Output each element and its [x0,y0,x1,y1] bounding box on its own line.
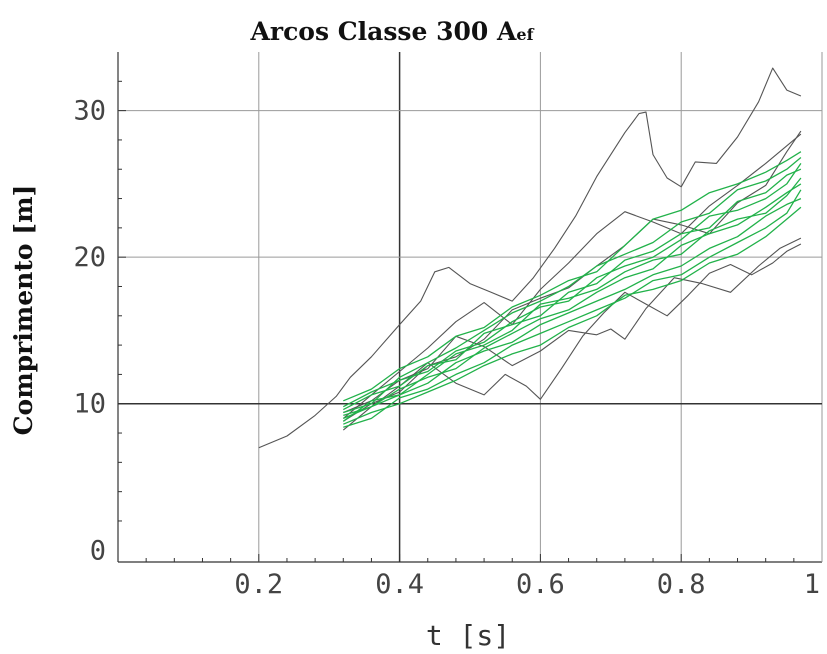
series-line-1 [258,67,802,449]
chart-title-text: Arcos Classe 300 A [250,17,517,46]
x-tick-label: 0.8 [657,569,706,600]
series-line-14 [343,156,802,414]
x-tick-label: 0.4 [375,569,424,600]
x-tick-label: 0.2 [234,569,283,600]
x-tick-label: 1 [804,569,820,600]
series-line-4 [343,237,802,414]
series-line-12 [342,163,802,408]
y-tick-label: 10 [73,389,106,420]
x-tick-label: 0.6 [516,569,565,600]
series-line-10 [343,183,802,417]
y-tick-label: 20 [73,242,106,273]
series-group [258,67,802,449]
y-axis-label: Comprimento [m] [9,185,38,436]
chart-title-subscript: ef [516,25,534,44]
chart-title: Arcos Classe 300 Aef [250,17,535,46]
series-line-8 [343,206,802,425]
plot-background [118,52,822,562]
x-axis-label: t [s] [426,619,510,652]
series-line-6 [343,197,802,420]
series-line-11 [343,189,802,428]
series-line-13 [342,177,802,422]
series-line-7 [342,168,802,411]
y-tick-label: 30 [73,96,106,127]
y-tick-label: 0 [90,535,106,566]
plot-area [117,52,822,563]
